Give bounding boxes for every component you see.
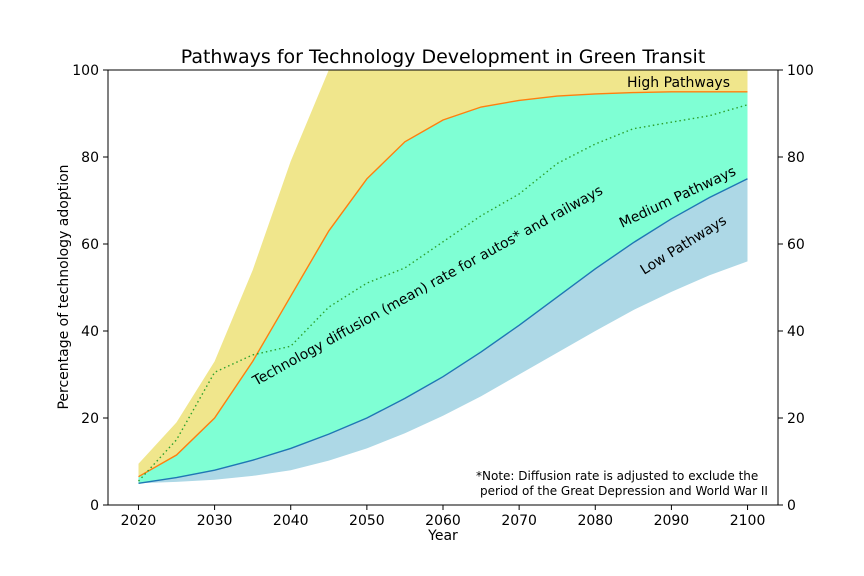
y-tick-label-left: 60: [81, 237, 99, 253]
x-tick-label: 2090: [654, 513, 690, 529]
series-line-1: [138, 178, 748, 484]
y-tick-label-right: 100: [787, 63, 814, 79]
y-tick-label-right: 40: [787, 324, 805, 340]
line-layer: [137, 91, 748, 484]
note-line-1: *Note: Diffusion rate is adjusted to exc…: [476, 469, 758, 483]
x-axis: 2020 2030 2040 2050 2060 2070 2080 2090 2100: [121, 505, 766, 529]
y-tick-label-left: 80: [81, 150, 99, 166]
y-tick-label-left: 40: [81, 324, 99, 340]
chart-title: Pathways for Technology Development in G…: [181, 46, 706, 68]
x-tick-label: 2100: [730, 513, 766, 529]
band-medium-pathways: [138, 91, 748, 484]
note-line-2: period of the Great Depression and World…: [480, 484, 768, 498]
x-tick-label: 2030: [197, 513, 233, 529]
band-high-pathways: [138, 70, 748, 477]
diffusion-line: [137, 104, 748, 482]
y-axis: 0 0 20 20 40 40 60 60 80 80 100 100: [72, 63, 813, 514]
band-layer: [138, 70, 748, 484]
y-tick-label-left: 0: [90, 498, 99, 514]
y-tick-label-right: 20: [787, 411, 805, 427]
y-tick-label-left: 20: [81, 411, 99, 427]
y-axis-label: Percentage of technology adoption: [56, 164, 72, 409]
x-tick-label: 2080: [577, 513, 613, 529]
high-pathways-label: High Pathways: [627, 75, 730, 91]
y-tick-label-right: 0: [787, 498, 796, 514]
x-tick-label: 2050: [349, 513, 385, 529]
x-tick-label: 2040: [273, 513, 309, 529]
x-tick-label: 2070: [501, 513, 537, 529]
y-tick-label-left: 100: [72, 63, 99, 79]
x-tick-label: 2060: [425, 513, 461, 529]
x-tick-label: 2020: [121, 513, 157, 529]
x-axis-label: Year: [427, 528, 458, 544]
y-tick-label-right: 60: [787, 237, 805, 253]
y-tick-label-right: 80: [787, 150, 805, 166]
series-line-0: [138, 91, 748, 478]
